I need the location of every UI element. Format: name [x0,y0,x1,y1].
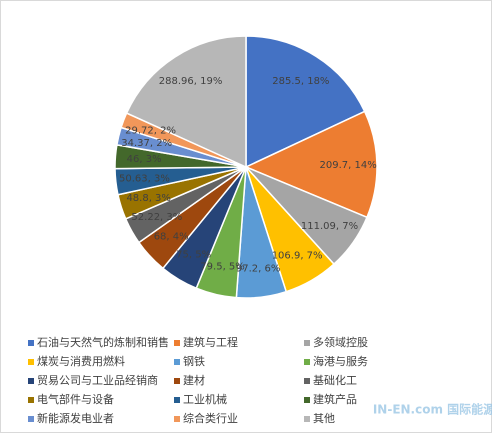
legend-swatch [174,378,180,384]
data-label: 48.8, 3% [126,193,171,204]
data-label: 288.96, 19% [159,76,223,87]
data-label: 29.72, 2% [125,125,176,136]
legend-label: 建材 [183,373,205,387]
legend-swatch [28,378,34,384]
legend-swatch [28,359,34,365]
data-label: 111.09, 7% [301,221,358,232]
legend-label: 煤炭与消费用燃料 [37,354,125,368]
data-label: 285.5, 18% [272,76,329,87]
data-label: 106.9, 7% [272,250,323,261]
legend-label: 海港与服务 [313,354,368,368]
legend-label: 其他 [313,412,335,425]
watermark: IN-EN.com 国际能源网 [373,402,492,417]
legend-label: 钢铁 [183,355,205,368]
legend-label: 多领域控股 [313,335,368,349]
legend-label: 新能源发电业者 [37,411,114,425]
pie-slice [245,35,366,169]
data-label: 34.37, 2% [121,138,172,149]
data-label: 209.7, 14% [320,160,377,171]
legend-swatch [28,397,34,403]
legend-swatch [174,359,180,365]
legend-label: 建筑与工程 [183,335,238,349]
legend-swatch [174,397,180,403]
data-label: 50.63, 3% [119,174,170,185]
legend-swatch [304,378,310,384]
data-label: 79.5, 5% [200,261,245,272]
legend-swatch [304,397,310,403]
legend-swatch [304,416,310,422]
legend-label: 贸易公司与工业品经销商 [37,373,158,387]
legend-swatch [28,416,34,422]
legend-swatch [28,340,34,346]
legend-swatch [304,340,310,346]
legend-swatch [304,359,310,365]
legend-swatch [174,416,180,422]
legend-swatch [174,340,180,346]
legend-label: 建筑产品 [313,392,357,406]
data-label: 68, 4% [154,232,189,243]
data-label: 46, 3% [127,154,162,165]
data-label: 75, 5% [176,250,211,261]
data-label: 52.22, 3% [131,212,182,223]
pie-slice [125,35,247,169]
legend-label: 石油与天然气的炼制和销售 [37,335,169,349]
data-label: 97.2, 6% [236,263,281,274]
legend-label: 工业机械 [183,392,227,406]
legend-label: 综合类行业 [183,411,238,425]
legend-label: 基础化工 [313,373,357,387]
pie-slice [244,110,378,219]
legend-label: 电气部件与设备 [37,392,114,406]
